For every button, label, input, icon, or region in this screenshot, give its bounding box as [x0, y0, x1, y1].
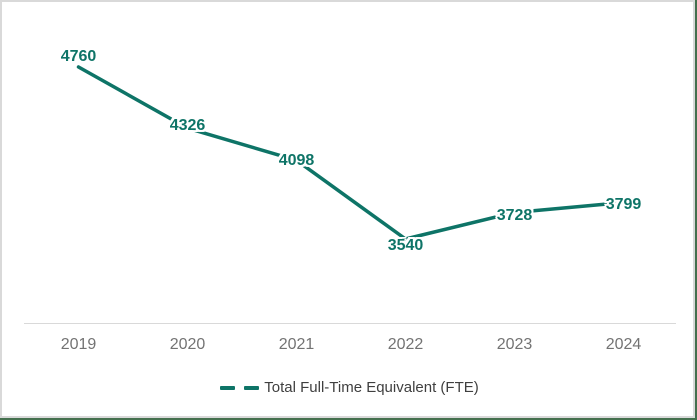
legend-dash-icon: [220, 385, 236, 390]
data-label: 3799: [605, 196, 642, 214]
x-axis-line: [24, 323, 676, 324]
x-axis-tick-label: 2020: [169, 336, 206, 353]
legend-dash-icon: [244, 385, 260, 390]
data-label: 3540: [387, 237, 424, 254]
x-axis-tick-label: 2022: [387, 336, 424, 353]
x-axis-tick-label: 2019: [60, 336, 97, 353]
x-axis-tick-label: 2021: [278, 336, 315, 353]
fte-line-series: [76, 65, 626, 241]
data-label: 4760: [60, 48, 97, 65]
x-axis-tick-label: 2024: [605, 336, 642, 353]
data-label: 4326: [169, 117, 206, 135]
data-label: 3728: [496, 207, 533, 225]
x-axis-tick-label: 2023: [496, 336, 533, 353]
legend: Total Full-Time Equivalent (FTE): [2, 379, 697, 396]
legend-series-label: Total Full-Time Equivalent (FTE): [264, 379, 479, 396]
data-label: 4098: [278, 152, 315, 170]
